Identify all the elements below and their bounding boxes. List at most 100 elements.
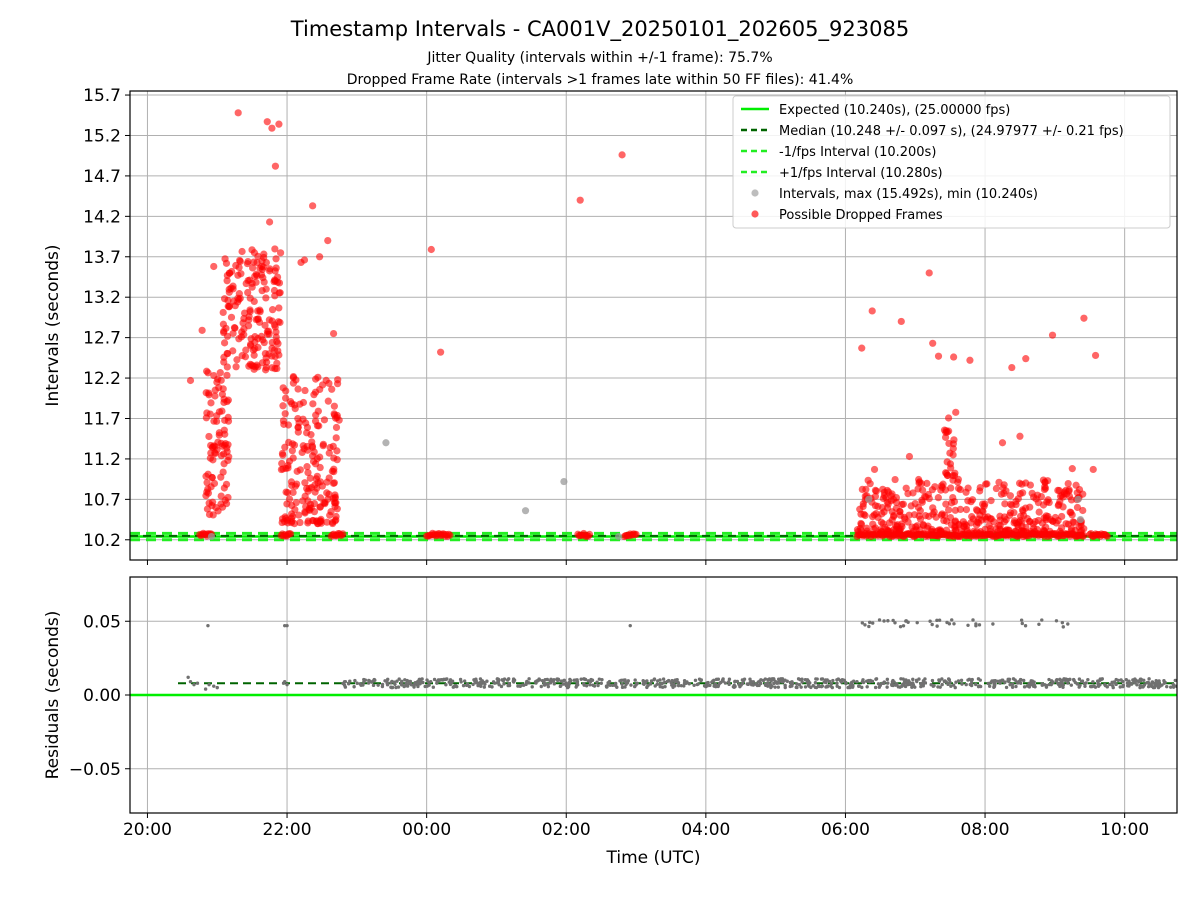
- dropped-frame-point: [1058, 512, 1066, 521]
- dropped-frame-point: [1010, 509, 1018, 517]
- residual-point: [953, 685, 957, 690]
- dropped-frame-point: [1014, 523, 1022, 531]
- residual-point: [891, 683, 895, 688]
- residual-point: [516, 684, 520, 688]
- residual-point: [867, 624, 871, 629]
- residual-point: [441, 677, 446, 682]
- residual-point: [1165, 684, 1169, 689]
- residual-point: [1154, 683, 1158, 687]
- residual-point: [1073, 680, 1077, 685]
- dropped-frame-point: [312, 475, 320, 483]
- residual-point: [462, 679, 467, 683]
- residual-point: [437, 678, 442, 682]
- residual-point: [702, 684, 707, 688]
- dropped-frame-point: [218, 442, 226, 450]
- residual-point: [417, 677, 422, 681]
- residual-point: [348, 679, 352, 683]
- residual-point: [971, 618, 975, 622]
- legend-entry: +1/fps Interval (10.280s): [779, 166, 943, 181]
- dropped-frame-point: [204, 369, 212, 377]
- dropped-frame-point: [329, 329, 338, 338]
- dropped-frame-point: [330, 465, 338, 473]
- residual-point: [937, 679, 942, 683]
- dropped-frame-point: [309, 457, 318, 466]
- residual-point: [901, 624, 906, 628]
- dropped-frame-point: [210, 262, 218, 271]
- residual-point: [643, 680, 648, 685]
- residual-point: [1019, 618, 1024, 622]
- dropped-frame-point: [288, 481, 296, 490]
- dropped-frame-point: [1079, 506, 1087, 515]
- dropped-frame-point: [1055, 500, 1063, 509]
- residual-point: [820, 677, 825, 681]
- residual-point: [596, 683, 600, 688]
- residual-point: [697, 677, 702, 681]
- residual-point: [1023, 624, 1028, 628]
- residual-point: [1096, 682, 1100, 686]
- dropped-frame-point: [864, 476, 872, 484]
- dropped-frame-point: [324, 236, 332, 245]
- residual-point: [366, 681, 371, 685]
- dropped-frame-point: [219, 308, 227, 317]
- residual-point: [1027, 685, 1032, 689]
- residual-point: [658, 678, 662, 682]
- chart-title: Timestamp Intervals - CA001V_20250101_20…: [290, 17, 909, 42]
- residual-point: [1066, 622, 1070, 626]
- dropped-frame-point: [437, 348, 445, 356]
- y-tick-label: 14.2: [83, 207, 121, 227]
- residual-point: [1061, 683, 1066, 687]
- dropped-frame-point: [266, 218, 274, 226]
- residual-point: [861, 680, 866, 685]
- dropped-frame-point: [1018, 480, 1026, 488]
- dropped-frame-point: [950, 353, 958, 361]
- residual-point: [921, 684, 925, 688]
- dropped-frame-point: [870, 465, 879, 474]
- dropped-frame-point: [1020, 511, 1028, 520]
- residual-point: [1169, 685, 1173, 689]
- dropped-frame-point: [272, 333, 280, 341]
- dropped-frame-point: [240, 314, 248, 323]
- residual-point: [458, 677, 463, 682]
- residual-point: [620, 682, 624, 686]
- residual-point: [1121, 684, 1125, 689]
- residual-point: [733, 679, 737, 683]
- residual-point: [692, 683, 696, 687]
- residual-point: [482, 685, 486, 689]
- dropped-frame-point: [224, 456, 232, 465]
- residual-point: [976, 677, 981, 681]
- dropped-frame-point: [223, 363, 231, 371]
- residual-point: [555, 677, 559, 681]
- dropped-frame-point: [1012, 497, 1020, 505]
- dropped-frame-point: [1022, 355, 1030, 363]
- residual-point: [947, 622, 952, 626]
- dropped-frame-point: [929, 504, 937, 512]
- residual-point: [877, 618, 882, 622]
- residual-point: [467, 684, 472, 689]
- dropped-frame-point: [939, 480, 947, 488]
- residual-point: [928, 619, 932, 623]
- dropped-frame-point: [281, 410, 289, 418]
- residual-point: [977, 623, 982, 627]
- dropped-frame-point: [1046, 527, 1054, 535]
- interval-point: [560, 477, 568, 486]
- dropped-frame-point: [316, 253, 324, 261]
- residual-point: [987, 684, 992, 688]
- residual-point: [478, 680, 483, 685]
- dropped-frame-point: [306, 474, 314, 482]
- dropped-frame-point: [282, 387, 290, 395]
- dropped-frame-point: [289, 488, 297, 497]
- residual-point: [964, 682, 968, 687]
- residual-point: [800, 677, 804, 681]
- residual-point: [390, 679, 394, 684]
- dropped-frame-point: [949, 472, 957, 480]
- residual-point: [1049, 682, 1053, 687]
- y-tick-label: 14.7: [83, 167, 121, 187]
- residual-point: [1069, 683, 1074, 687]
- dropped-frame-point: [262, 294, 270, 302]
- residual-point: [666, 678, 671, 683]
- residual-point: [993, 678, 998, 683]
- dropped-frame-point: [934, 494, 942, 502]
- interval-point: [615, 532, 623, 541]
- residual-point: [283, 623, 287, 628]
